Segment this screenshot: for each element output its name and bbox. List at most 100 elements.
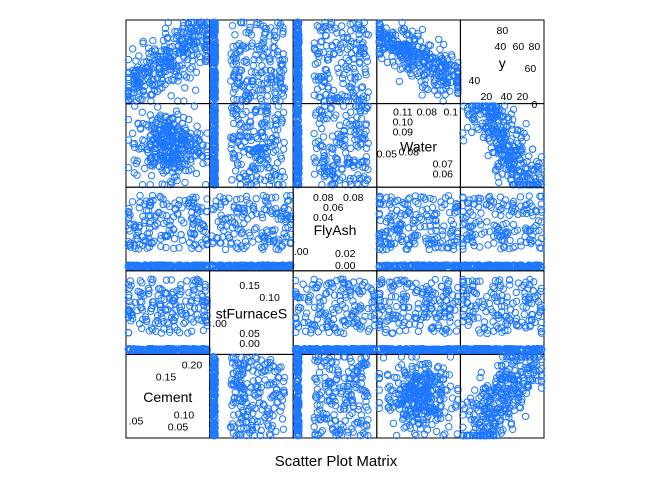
- data-point: [161, 24, 170, 33]
- data-point: [186, 74, 194, 82]
- data-point: [310, 45, 319, 54]
- data-point: [311, 60, 320, 68]
- data-point: [174, 110, 182, 119]
- data-point: [237, 18, 246, 27]
- panel-BlastFurnaceSlag-vs-Water: [209, 102, 294, 189]
- data-point: [359, 44, 367, 52]
- data-point: [468, 128, 476, 137]
- data-point: [134, 94, 143, 102]
- data-point: [420, 71, 429, 79]
- data-point: [138, 95, 146, 103]
- data-point: [294, 18, 302, 27]
- data-point: [397, 26, 406, 34]
- data-point: [408, 58, 417, 66]
- data-point: [337, 59, 346, 67]
- data-point: [277, 60, 286, 68]
- data-point: [477, 209, 485, 217]
- data-point: [146, 180, 154, 189]
- data-point: [179, 48, 187, 56]
- data-point: [335, 97, 343, 105]
- data-point: [313, 85, 322, 93]
- data-point: [380, 44, 388, 53]
- data-point: [348, 80, 356, 88]
- data-point: [454, 78, 462, 86]
- data-point: [395, 77, 404, 86]
- data-point: [166, 54, 174, 63]
- data-point: [418, 25, 427, 34]
- data-point: [323, 56, 332, 64]
- data-point: [425, 245, 433, 254]
- data-point: [162, 276, 171, 284]
- data-point: [231, 31, 239, 39]
- data-point: [209, 84, 218, 92]
- tick-label: 0: [531, 99, 537, 111]
- data-point: [322, 171, 330, 180]
- data-point: [278, 69, 286, 77]
- data-point: [236, 48, 244, 56]
- data-point: [193, 122, 201, 130]
- tick-label: 20: [481, 91, 493, 103]
- data-point: [216, 193, 224, 201]
- data-point: [228, 176, 236, 184]
- data-point: [155, 85, 164, 93]
- data-point: [244, 76, 252, 84]
- data-point: [140, 82, 149, 91]
- data-point: [138, 279, 146, 287]
- data-point: [377, 33, 386, 42]
- data-point: [279, 30, 287, 38]
- data-point: [270, 43, 279, 52]
- data-point: [277, 74, 285, 82]
- data-point: [266, 66, 275, 75]
- data-point: [249, 77, 257, 86]
- data-point: [329, 86, 338, 95]
- data-point: [342, 111, 350, 120]
- data-point: [325, 74, 333, 82]
- data-point: [346, 108, 355, 116]
- data-point: [183, 29, 191, 37]
- data-point: [332, 276, 341, 285]
- panel-FlyAsh-vs-y: [292, 18, 378, 105]
- data-point: [252, 195, 260, 203]
- data-point: [452, 327, 461, 335]
- data-point: [211, 24, 219, 32]
- data-point: [136, 277, 145, 285]
- data-point: [438, 62, 446, 71]
- data-point: [274, 51, 282, 59]
- data-point: [310, 303, 319, 312]
- data-point: [356, 24, 364, 32]
- data-point: [170, 235, 179, 243]
- data-point: [276, 77, 285, 85]
- data-point: [178, 61, 186, 69]
- data-point: [408, 55, 417, 63]
- data-point: [319, 23, 327, 32]
- data-point: [179, 52, 188, 60]
- data-point: [391, 293, 400, 301]
- data-point: [184, 329, 192, 337]
- data-point: [233, 95, 241, 104]
- data-point: [383, 317, 391, 325]
- data-point: [147, 91, 155, 99]
- data-point: [196, 44, 204, 52]
- data-point: [124, 163, 133, 172]
- data-point: [516, 193, 525, 201]
- data-point: [154, 87, 162, 95]
- data-point: [336, 121, 344, 130]
- data-point: [240, 219, 248, 227]
- data-point: [147, 171, 156, 180]
- data-point: [321, 31, 330, 39]
- data-point: [293, 22, 301, 31]
- data-point: [294, 39, 303, 48]
- data-point: [349, 54, 358, 63]
- data-point: [361, 68, 370, 76]
- data-point: [331, 300, 339, 308]
- data-point: [258, 62, 266, 70]
- data-point: [440, 60, 448, 68]
- data-point: [271, 88, 279, 96]
- data-point: [261, 66, 269, 74]
- data-point: [191, 86, 200, 94]
- data-point: [278, 56, 287, 64]
- data-point: [445, 60, 454, 69]
